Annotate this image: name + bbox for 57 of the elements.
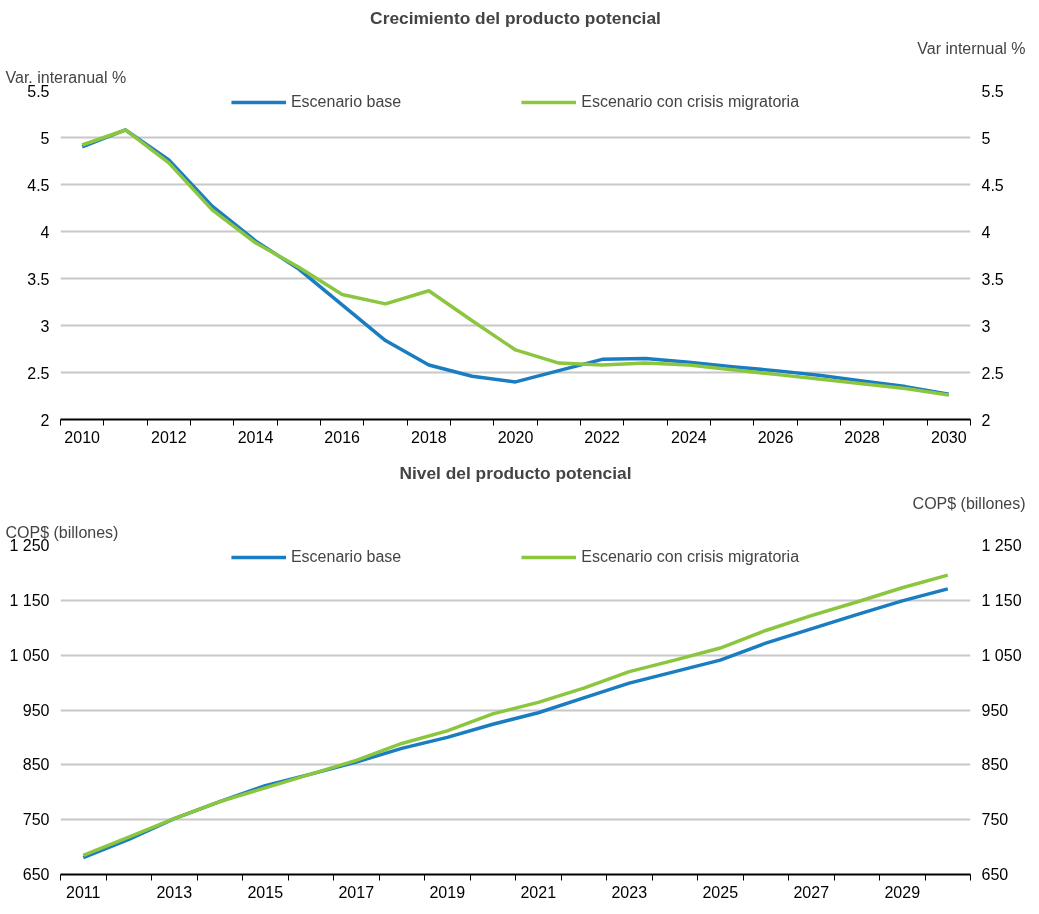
y2-tick-label: 1 050 <box>981 646 1022 664</box>
y-tick-label: 2.5 <box>27 364 50 382</box>
y2-tick-label: 850 <box>981 756 1009 774</box>
y2-tick-label: 650 <box>981 866 1009 883</box>
legend-label: Escenario con crisis migratoria <box>581 93 800 111</box>
y-tick-label: 950 <box>22 701 50 719</box>
y-tick-label: 5 <box>40 129 50 147</box>
x-tick-label: 2017 <box>338 883 375 901</box>
y2-tick-label: 3.5 <box>981 270 1004 288</box>
x-tick-label: 2021 <box>520 883 557 901</box>
x-tick-label: 2025 <box>702 883 739 901</box>
x-tick-label: 2024 <box>671 428 707 446</box>
y2-tick-label: 1 250 <box>981 537 1022 554</box>
x-tick-label: 2029 <box>884 883 921 901</box>
x-tick-label: 2019 <box>429 883 466 901</box>
y-tick-label: 3.5 <box>27 270 50 288</box>
y-tick-label: 650 <box>22 866 50 883</box>
y-tick-label: 4.5 <box>27 176 50 194</box>
legend-label: Escenario con crisis migratoria <box>581 548 800 566</box>
x-tick-label: 2012 <box>151 428 187 446</box>
x-tick-label: 2014 <box>237 428 274 446</box>
x-tick-label: 2028 <box>844 428 881 446</box>
x-tick-label: 2013 <box>156 883 193 901</box>
chart-title: Crecimiento del producto potencial <box>370 7 661 28</box>
x-tick-label: 2018 <box>411 428 447 446</box>
x-tick-label: 2026 <box>757 428 794 446</box>
y2-tick-label: 950 <box>981 701 1009 719</box>
y2-axis-title: COP$ (billones) <box>912 494 1026 512</box>
x-tick-label: 2030 <box>931 428 967 446</box>
x-tick-label: 2015 <box>247 883 284 901</box>
legend-label: Escenario base <box>290 93 402 111</box>
y2-tick-label: 4 <box>981 223 991 241</box>
y2-tick-label: 5 <box>981 129 991 147</box>
y-tick-label: 750 <box>22 811 50 829</box>
x-tick-label: 2010 <box>64 428 101 446</box>
y2-tick-label: 750 <box>981 811 1009 829</box>
y2-axis-title: Var internual % <box>917 39 1026 57</box>
y2-tick-label: 4.5 <box>981 176 1004 194</box>
y-tick-label: 1 050 <box>9 646 50 664</box>
y2-tick-label: 2 <box>981 411 991 429</box>
y-tick-label: 2 <box>40 411 50 429</box>
x-tick-label: 2016 <box>324 428 361 446</box>
x-tick-label: 2011 <box>66 883 101 901</box>
x-tick-label: 2022 <box>584 428 621 446</box>
y2-tick-label: 3 <box>981 317 991 335</box>
y-tick-label: 850 <box>22 756 50 774</box>
y2-tick-label: 1 150 <box>981 591 1022 609</box>
chart-title: Nivel del producto potencial <box>399 462 632 483</box>
x-tick-label: 2023 <box>611 883 648 901</box>
y-tick-label: 3 <box>40 317 50 335</box>
x-tick-label: 2020 <box>497 428 534 446</box>
y-tick-label: 4 <box>40 223 50 241</box>
y2-tick-label: 2.5 <box>981 364 1004 382</box>
y2-tick-label: 5.5 <box>981 82 1004 100</box>
y-tick-label: 1 150 <box>9 591 50 609</box>
x-tick-label: 2027 <box>793 883 830 901</box>
legend-label: Escenario base <box>290 548 402 566</box>
